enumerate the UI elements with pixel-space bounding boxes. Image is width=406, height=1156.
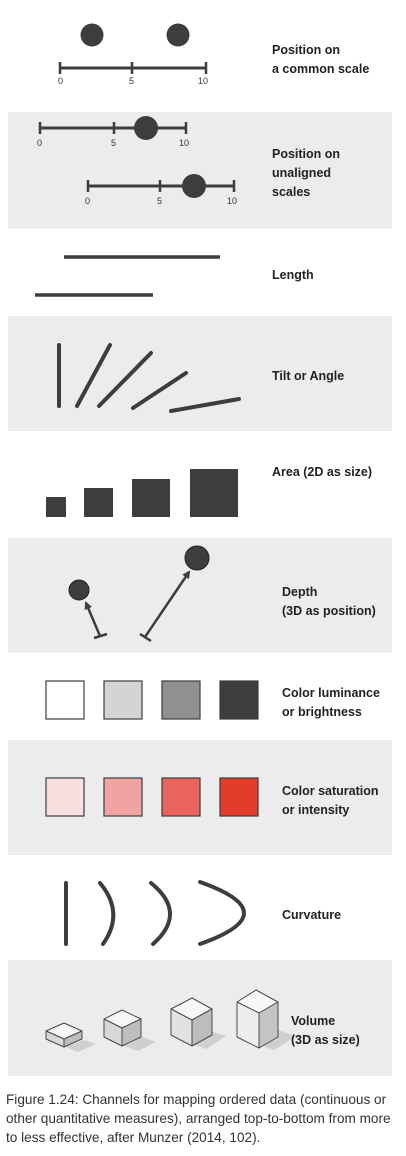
depth-marks [68,545,210,643]
curve-line [198,880,246,946]
channel-label-saturation: Color saturation or intensity [282,784,382,817]
saturation-marks [45,777,259,817]
area-square [132,479,170,517]
tilt-line [131,371,188,410]
unaligned-scale-marks [38,116,236,198]
channel-label-area: Area (2D as size) [272,465,372,479]
depth-arrow [143,570,191,638]
volume-marks [45,989,296,1052]
tick-label: 0 [37,138,42,148]
figure-caption: Figure 1.24: Channels for mapping ordere… [6,1092,391,1145]
tilt-line [75,343,112,408]
saturation-swatch [45,777,85,817]
luminance-marks [45,680,259,720]
tick-label: 10 [179,138,189,148]
channel-label-length: Length [272,268,314,282]
area-square [46,497,66,517]
channel-label-curvature: Curvature [282,908,341,922]
depth-sphere [184,545,210,571]
tick-label: 5 [129,76,134,86]
curvature-marks [64,880,246,946]
saturation-swatch [219,777,259,817]
band-unaligned-scales [8,112,392,229]
common-scale-marks [58,23,208,74]
common-scale-dot [80,23,104,47]
luminance-swatch [103,680,143,720]
channel-label-position-unaligned: Position on unaligned scales [272,147,344,199]
tick-label: 0 [85,196,90,206]
tilt-line [97,351,153,408]
volume-cube [170,997,213,1047]
tick-label: 10 [227,196,237,206]
area-square [84,488,113,517]
tick-label: 10 [198,76,208,86]
saturation-swatch [103,777,143,817]
area-square [190,469,238,517]
depth-arrow [84,601,102,637]
tick-label: 5 [111,138,116,148]
tilt-marks [57,343,241,413]
volume-cube [103,1009,142,1047]
channels-figure: 0 5 10 Position on a common scale 0 5 10… [8,23,392,1076]
channel-label-luminance: Color luminance or brightness [282,686,383,719]
unaligned-scale-dot [134,116,158,140]
tick-label: 0 [58,76,63,86]
band-tilt-angle [8,316,392,431]
channel-label-depth: Depth (3D as position) [282,585,376,618]
saturation-swatch [161,777,201,817]
common-scale-dot [166,23,190,47]
area-marks [46,469,238,517]
tilt-line [169,397,241,413]
volume-cube [45,1022,83,1048]
length-marks [35,255,220,297]
curve-line [149,881,172,946]
unaligned-scale-dot [182,174,206,198]
luminance-swatch [219,680,259,720]
channel-label-position-common: Position on a common scale [272,43,369,76]
volume-cube [236,989,279,1049]
luminance-swatch [161,680,201,720]
tick-label: 5 [157,196,162,206]
channel-label-tilt: Tilt or Angle [272,369,344,383]
curve-line [98,881,116,946]
luminance-swatch [45,680,85,720]
channel-label-volume: Volume (3D as size) [291,1014,360,1047]
depth-sphere [68,579,90,601]
